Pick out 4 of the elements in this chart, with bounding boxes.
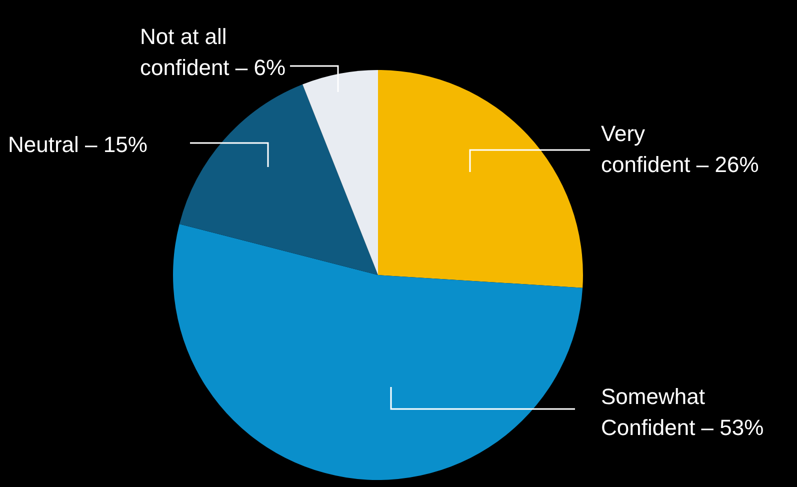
slice-label: Not at all confident – 6% [140, 24, 286, 80]
slice-label: Neutral – 15% [8, 132, 148, 157]
slice-label: Somewhat Confident – 53% [601, 384, 764, 440]
slice-label: Very confident – 26% [601, 121, 759, 177]
